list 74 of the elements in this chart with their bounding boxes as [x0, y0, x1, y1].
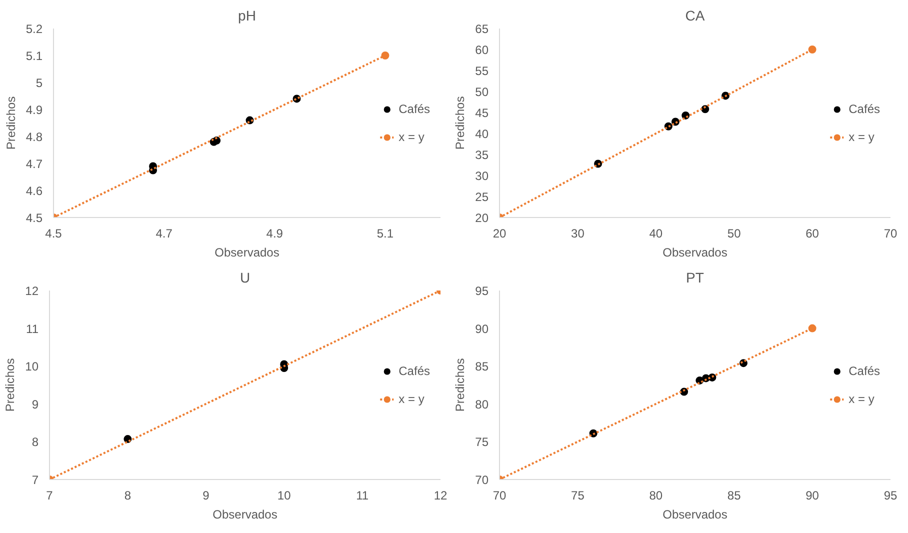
y-tick-label: 45 — [475, 106, 489, 120]
y-tick-label: 35 — [475, 148, 489, 162]
x-tick-label: 75 — [571, 488, 585, 502]
y-tick-label: 4.9 — [26, 103, 43, 117]
x-tick-label: 80 — [649, 488, 663, 502]
legend-label: Cafés — [848, 364, 880, 378]
x-axis-title: Observados — [212, 508, 278, 522]
y-tick-label: 75 — [475, 435, 489, 450]
x-tick-label: 5.1 — [376, 226, 394, 240]
y-tick-label: 4.5 — [26, 211, 43, 225]
y-tick-label: 5 — [36, 76, 43, 90]
y-tick-label: 20 — [475, 211, 489, 225]
x-tick-label: 4.7 — [156, 226, 173, 240]
chart-title: pH — [238, 8, 256, 24]
legend-label: Cafés — [398, 364, 430, 378]
x-tick-label: 40 — [649, 226, 663, 240]
legend-label: Cafés — [848, 102, 880, 116]
y-tick-label: 85 — [475, 360, 489, 374]
x-tick-label: 12 — [434, 488, 448, 502]
y-tick-label: 50 — [475, 85, 489, 99]
legend-label: x = y — [398, 392, 424, 406]
point — [808, 46, 816, 54]
x-tick-label: 10 — [277, 488, 292, 502]
y-tick-label: 11 — [26, 322, 39, 336]
x-tick-label: 9 — [202, 488, 210, 502]
y-tick-label: 60 — [475, 43, 489, 57]
x-axis-title: Observados — [662, 508, 728, 522]
y-tick-label: 25 — [475, 190, 489, 204]
y-tick-label: 4.7 — [26, 157, 43, 171]
x-tick-label: 11 — [356, 488, 369, 502]
x-tick-label: 4.9 — [266, 226, 284, 240]
y-tick-label: 5.1 — [26, 49, 43, 63]
y-axis-title: Predichos — [453, 96, 468, 150]
x-tick-label: 70 — [884, 226, 898, 240]
x-tick-label: 90 — [806, 488, 820, 502]
x-axis-title: Observados — [214, 246, 280, 260]
y-tick-label: 7 — [32, 473, 39, 487]
x-tick-label: 70 — [492, 488, 506, 502]
x-axis-title: Observados — [662, 246, 728, 260]
y-axis-title: Predichos — [4, 96, 18, 150]
x-tick-label: 8 — [124, 488, 132, 502]
x-tick-label: 60 — [806, 226, 820, 240]
legend-label: x = y — [848, 392, 874, 406]
y-tick-label: 4.8 — [26, 130, 43, 144]
y-tick-label: 12 — [25, 284, 39, 298]
x-tick-label: 50 — [727, 226, 742, 240]
y-tick-label: 80 — [475, 397, 489, 412]
point — [381, 52, 390, 60]
y-tick-label: 95 — [475, 284, 489, 298]
y-tick-label: 5.2 — [26, 22, 43, 36]
chart-title: CA — [685, 8, 706, 24]
chart-title: PT — [686, 270, 704, 286]
y-tick-label: 4.6 — [26, 184, 43, 198]
y-tick-label: 65 — [475, 22, 489, 36]
y-tick-label: 70 — [475, 473, 489, 487]
y-tick-label: 55 — [475, 64, 489, 78]
legend-label: x = y — [848, 130, 874, 144]
x-tick-label: 85 — [727, 488, 742, 502]
x-tick-label: 30 — [571, 226, 585, 240]
y-tick-label: 9 — [32, 397, 39, 412]
x-tick-label: 95 — [884, 488, 898, 502]
legend-label: x = y — [398, 130, 424, 144]
y-tick-label: 40 — [475, 127, 489, 141]
x-tick-label: 4.5 — [45, 226, 62, 240]
y-axis-title: Predichos — [453, 358, 468, 412]
legend-label: Cafés — [398, 102, 430, 116]
y-tick-label: 8 — [32, 435, 39, 450]
x-tick-label: 20 — [492, 226, 506, 240]
x-tick-label: 7 — [46, 488, 54, 502]
y-axis-title: Predichos — [3, 358, 18, 412]
y-tick-label: 30 — [475, 169, 489, 183]
chart-title: U — [240, 270, 250, 286]
y-tick-label: 10 — [25, 360, 39, 374]
y-tick-label: 90 — [475, 322, 489, 336]
